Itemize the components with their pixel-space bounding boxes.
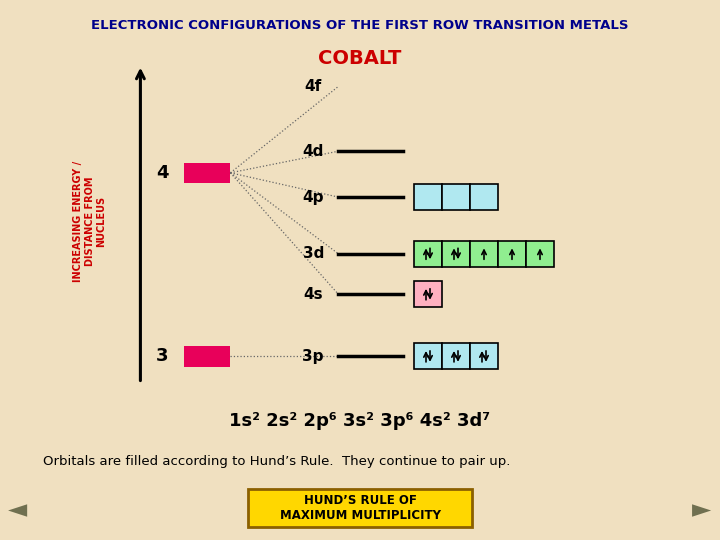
Text: 3p: 3p bbox=[302, 349, 324, 364]
Text: 4d: 4d bbox=[302, 144, 324, 159]
Text: 4: 4 bbox=[156, 164, 168, 182]
Bar bbox=[442, 241, 470, 267]
Bar bbox=[414, 343, 442, 369]
Bar bbox=[442, 343, 470, 369]
Text: ELECTRONIC CONFIGURATIONS OF THE FIRST ROW TRANSITION METALS: ELECTRONIC CONFIGURATIONS OF THE FIRST R… bbox=[91, 19, 629, 32]
Bar bbox=[498, 241, 526, 267]
Text: COBALT: COBALT bbox=[318, 49, 402, 68]
Text: 4p: 4p bbox=[302, 190, 324, 205]
Text: ◄: ◄ bbox=[9, 498, 27, 522]
Text: HUND’S RULE OF
MAXIMUM MULTIPLICITY: HUND’S RULE OF MAXIMUM MULTIPLICITY bbox=[279, 494, 441, 522]
Text: 3d: 3d bbox=[302, 246, 324, 261]
Bar bbox=[184, 346, 230, 367]
Bar bbox=[470, 343, 498, 369]
Text: 4f: 4f bbox=[305, 79, 322, 94]
Bar bbox=[414, 281, 442, 307]
Bar bbox=[470, 184, 498, 210]
Text: 3: 3 bbox=[156, 347, 168, 366]
Bar bbox=[442, 184, 470, 210]
Text: 1s² 2s² 2p⁶ 3s² 3p⁶ 4s² 3d⁷: 1s² 2s² 2p⁶ 3s² 3p⁶ 4s² 3d⁷ bbox=[230, 412, 490, 430]
Bar bbox=[470, 241, 498, 267]
Bar bbox=[414, 184, 442, 210]
Text: ►: ► bbox=[693, 498, 711, 522]
Bar bbox=[184, 163, 230, 183]
Bar bbox=[526, 241, 554, 267]
Text: INCREASING ENERGY /
DISTANCE FROM
NUCLEUS: INCREASING ENERGY / DISTANCE FROM NUCLEU… bbox=[73, 161, 107, 282]
Bar bbox=[414, 241, 442, 267]
Text: Orbitals are filled according to Hund’s Rule.  They continue to pair up.: Orbitals are filled according to Hund’s … bbox=[43, 455, 510, 468]
Bar bbox=[248, 489, 472, 526]
Text: 4s: 4s bbox=[303, 287, 323, 302]
